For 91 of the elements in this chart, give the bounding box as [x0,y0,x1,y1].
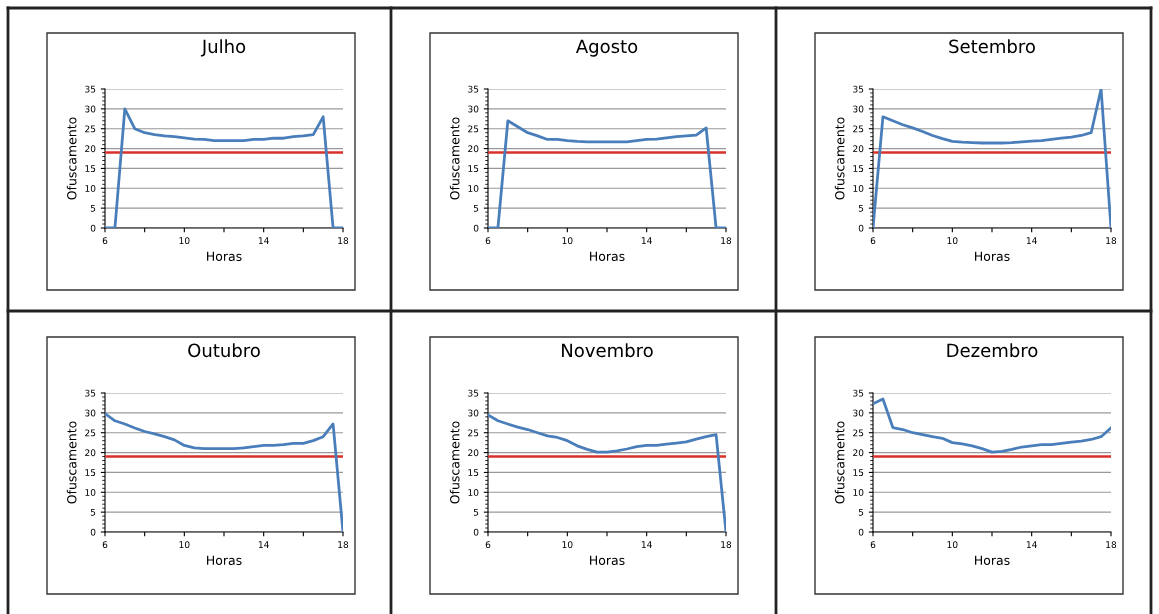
y-tick-label: 25 [853,429,864,437]
y-tick-label: 10 [468,489,479,496]
y-tick-label: 0 [90,224,96,232]
y-tick-label: 5 [90,508,96,516]
line-series [873,397,1111,454]
x-tick-label: 10 [562,541,573,549]
chart-title: Dezembro [947,343,1038,358]
x-tick-label: 10 [562,237,573,245]
y-axis-title: Ofuscamento [66,421,77,504]
x-tick-label: 14 [258,237,269,244]
x-tick-label: 18 [721,237,732,245]
y-tick-label: 15 [853,469,864,476]
y-tick-label: 5 [858,508,864,516]
x-tick-label: 6 [102,541,108,549]
y-tick-label: 0 [858,224,864,232]
y-tick-label: 0 [473,528,479,536]
y-tick-label: 30 [468,105,479,113]
x-tick-label: 18 [1106,541,1117,549]
x-tick-label: 10 [179,541,190,549]
x-tick-label: 6 [870,237,876,245]
y-tick-label: 25 [85,125,96,133]
y-tick-label: 20 [853,145,864,153]
x-tick-label: 14 [258,541,269,548]
y-tick-label: 0 [858,528,864,536]
y-tick-label: 30 [853,409,864,417]
y-axis-title: Ofuscamento [449,117,460,200]
y-tick-label: 20 [468,145,479,153]
y-tick-label: 15 [853,165,864,172]
y-tick-label: 30 [468,409,479,417]
x-tick-label: 6 [102,237,108,245]
y-tick-label: 5 [473,508,479,516]
x-axis-title: Horas [975,251,1010,261]
y-axis-title: Ofuscamento [66,117,77,200]
chart-title: Setembro [949,39,1035,54]
y-tick-label: 30 [85,409,96,417]
y-tick-label: 35 [853,85,864,93]
x-axis-title: Horas [590,555,625,565]
y-tick-label: 20 [85,449,96,457]
y-axis-title: Ofuscamento [834,421,845,504]
y-tick-label: 35 [85,389,96,397]
y-tick-label: 20 [853,449,864,457]
x-tick-label: 6 [485,541,491,549]
y-tick-label: 0 [473,224,479,232]
x-tick-label: 10 [947,541,958,549]
y-tick-label: 25 [468,125,479,133]
chart-title: Agosto [575,39,638,57]
y-tick-label: 10 [85,185,96,192]
x-tick-label: 14 [1026,237,1037,244]
y-tick-label: 0 [90,528,96,536]
y-tick-label: 10 [853,185,864,192]
y-tick-label: 5 [473,204,479,212]
x-tick-label: 14 [1026,541,1037,548]
x-tick-label: 10 [179,237,190,245]
y-tick-label: 15 [85,469,96,476]
y-tick-label: 15 [468,165,479,172]
y-tick-label: 35 [853,389,864,397]
y-axis-title: Ofuscamento [449,421,460,504]
x-axis-title: Horas [975,555,1010,565]
y-tick-label: 10 [853,489,864,496]
x-tick-label: 18 [338,541,349,549]
chart-title: Novembro [562,343,653,358]
x-tick-label: 18 [721,541,732,549]
y-tick-label: 20 [85,145,96,153]
chart-title: Outubro [188,343,260,358]
x-tick-label: 18 [1106,237,1117,245]
y-tick-label: 10 [85,489,96,496]
x-axis-title: Horas [207,555,242,565]
x-tick-label: 10 [947,237,958,245]
y-tick-label: 5 [858,204,864,212]
x-axis-title: Horas [207,251,242,261]
x-tick-label: 6 [870,541,876,549]
x-axis-title: Horas [590,251,625,261]
y-tick-label: 15 [468,469,479,476]
x-tick-label: 6 [485,237,491,245]
x-tick-label: 18 [338,237,349,245]
x-tick-label: 14 [641,541,652,548]
y-tick-label: 35 [85,85,96,93]
y-tick-label: 15 [85,165,96,172]
y-tick-label: 25 [85,429,96,437]
y-tick-label: 30 [85,105,96,113]
chart-title: Julho [200,39,246,57]
y-tick-label: 10 [468,185,479,192]
x-tick-label: 14 [641,237,652,244]
y-axis-title: Ofuscamento [834,117,845,200]
y-tick-label: 30 [853,105,864,113]
y-tick-label: 35 [468,389,479,397]
y-tick-label: 25 [853,125,864,133]
y-tick-label: 35 [468,85,479,93]
y-tick-label: 25 [468,429,479,437]
y-tick-label: 5 [90,204,96,212]
y-tick-label: 20 [468,449,479,457]
